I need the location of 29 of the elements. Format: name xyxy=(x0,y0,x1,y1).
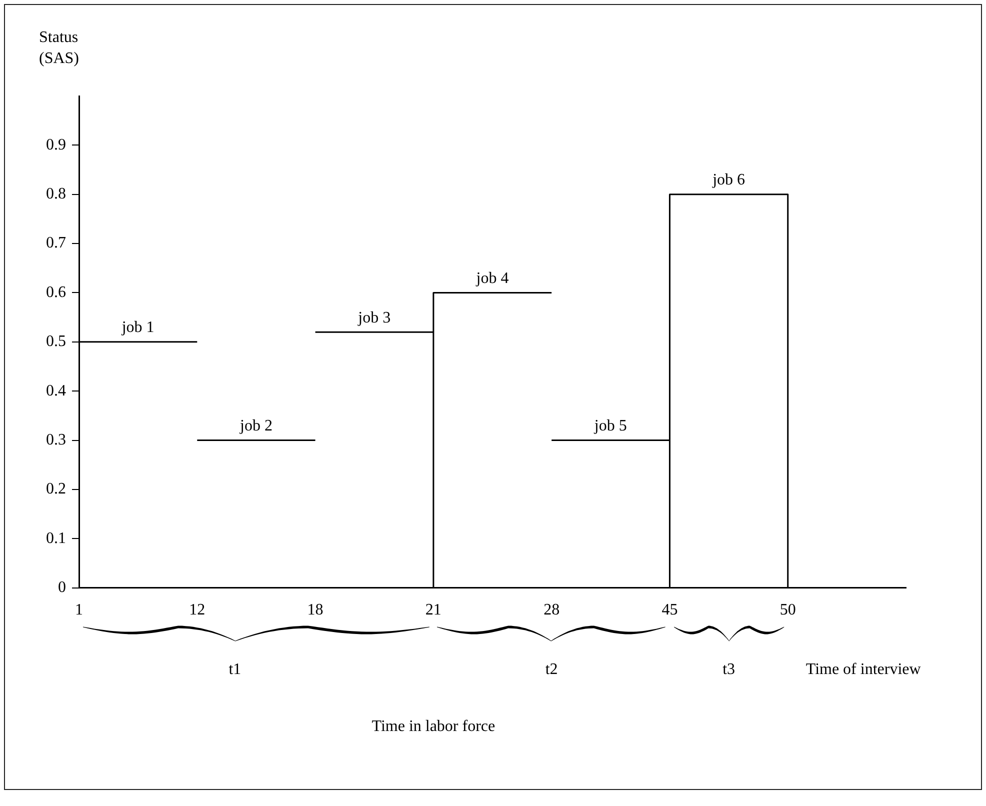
x-tick-label: 45 xyxy=(662,602,678,619)
y-tick-label: 0.6 xyxy=(46,284,66,301)
text: t2 xyxy=(545,660,558,678)
series-label: job 5 xyxy=(593,417,627,434)
y-axis-title: Status (SAS) xyxy=(39,29,80,67)
text: Time of interview xyxy=(806,660,922,678)
x-tick-label: 21 xyxy=(425,602,442,619)
y-tick-label: 0.1 xyxy=(46,530,66,547)
text: t3 xyxy=(722,660,736,678)
x-tick-label: 50 xyxy=(780,602,796,619)
series-label: job 6 xyxy=(712,172,746,189)
y-tick-label: 0.4 xyxy=(46,382,66,400)
y-tick-label: 0.5 xyxy=(46,333,66,350)
series-label: job 1 xyxy=(120,319,154,336)
y-tick-label: 0.9 xyxy=(46,136,66,154)
x-tick-label: 28 xyxy=(544,602,560,619)
y-tick-label: 0.3 xyxy=(46,431,66,448)
y-tick-label: 0 xyxy=(58,579,66,596)
x-tick-label: 12 xyxy=(189,602,206,619)
series-label: job 2 xyxy=(238,417,272,434)
y-tick-label: 0.7 xyxy=(46,234,66,252)
text: t1 xyxy=(228,660,242,678)
text: Time in labor force xyxy=(372,718,496,735)
y-tick-label: 0.8 xyxy=(46,186,66,203)
x-tick-label: 1 xyxy=(75,602,83,619)
y-tick-label: 0.2 xyxy=(46,480,66,498)
series-label: job 3 xyxy=(357,309,391,326)
series-label: job 4 xyxy=(475,270,509,287)
x-tick-label: 18 xyxy=(307,602,324,619)
